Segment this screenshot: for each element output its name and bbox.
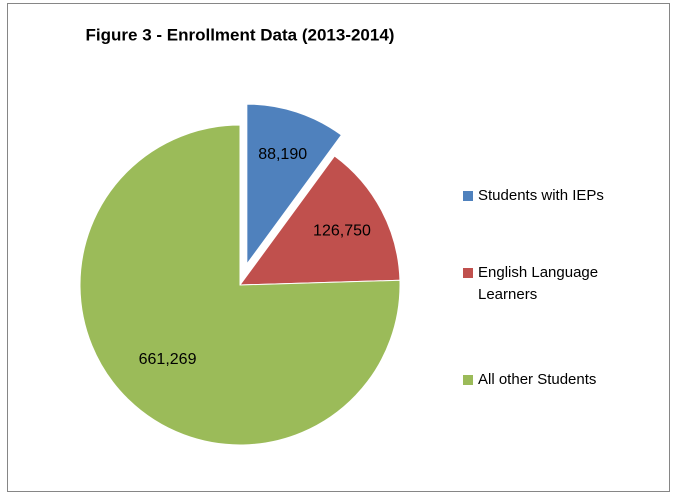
legend-label: All other Students — [478, 371, 596, 388]
pie-slice — [238, 155, 401, 286]
pie-slice — [79, 124, 401, 446]
legend-swatch — [463, 375, 473, 385]
legend-swatch — [463, 191, 473, 201]
data-label: 126,750 — [313, 223, 371, 240]
legend-label: English Language Learners — [478, 264, 598, 303]
legend-label: Students with IEPs — [478, 187, 604, 204]
legend-label-line: Learners — [478, 286, 537, 303]
chart-title: Figure 3 - Enrollment Data (2013-2014) — [86, 25, 395, 44]
data-label: 88,190 — [258, 146, 307, 163]
legend-label-line: English Language — [478, 264, 598, 281]
pie-slice — [246, 103, 343, 266]
data-label: 661,269 — [139, 351, 197, 368]
legend-swatch — [463, 268, 473, 278]
